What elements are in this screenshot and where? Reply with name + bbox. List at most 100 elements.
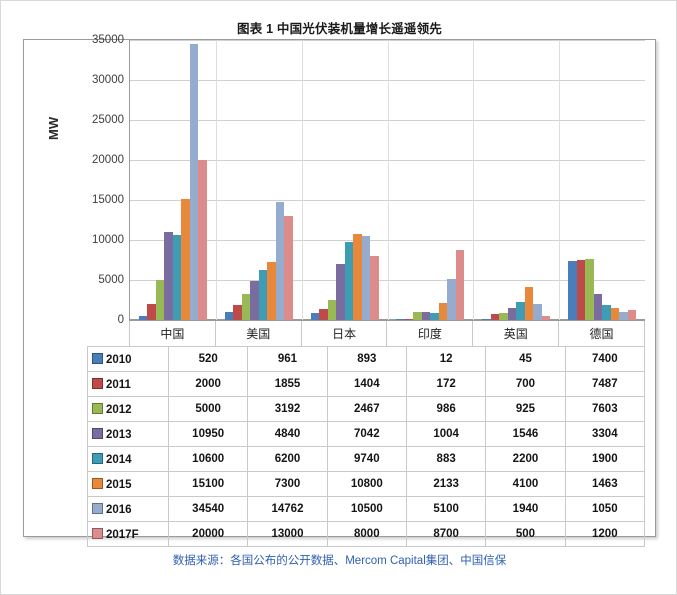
- table-cell: 500: [485, 521, 566, 547]
- plot-canvas: [129, 40, 645, 320]
- y-tick-label: 30000: [92, 74, 124, 86]
- bar-group: [473, 40, 559, 320]
- table-cell: 13000: [247, 521, 328, 547]
- data-table: 2010 520 961 893 12 45 7400 2011 2000 1855 1404 172…: [87, 346, 646, 547]
- bar: [430, 312, 439, 320]
- table-cell: 4840: [247, 421, 328, 447]
- bar-group: [302, 40, 388, 320]
- category-separator: [387, 40, 389, 320]
- legend-swatch-icon: [92, 452, 103, 464]
- legend-series-label: 2011: [106, 378, 131, 391]
- plot-area: MW 35000 30000 25000 20000 15000 10000 5000 0: [24, 34, 655, 326]
- bar: [172, 235, 182, 320]
- bar: [284, 216, 293, 320]
- bar: [164, 232, 173, 320]
- bar: [507, 307, 517, 320]
- table-cell: 3304: [564, 421, 646, 447]
- bar: [585, 259, 594, 320]
- bar: [482, 319, 491, 320]
- table-cell: 15100: [167, 471, 249, 497]
- y-tick-label: 5000: [98, 274, 124, 286]
- table-row: 2014 10600 6200 9740 883 2200 1900: [87, 446, 646, 472]
- bar: [541, 316, 551, 320]
- bar: [438, 302, 448, 320]
- table-cell: 1463: [564, 471, 646, 497]
- legend-swatch-icon: [92, 352, 103, 364]
- bar: [396, 319, 405, 320]
- table-cell: 4100: [485, 471, 566, 497]
- table-cell: 12: [405, 346, 487, 372]
- table-cell: 2467: [326, 396, 407, 422]
- bar: [319, 308, 328, 320]
- bar: [224, 312, 234, 320]
- legend-entry: 2015: [87, 471, 169, 497]
- table-cell: 5100: [405, 496, 487, 522]
- bar: [576, 260, 586, 320]
- y-axis-ticks: 35000 30000 25000 20000 15000 10000 5000 0: [50, 34, 124, 326]
- table-cell: 10800: [326, 471, 407, 497]
- legend-swatch-icon: [92, 502, 103, 514]
- table-cell: 1546: [485, 421, 566, 447]
- bar: [602, 304, 611, 320]
- legend-swatch-icon: [92, 377, 103, 389]
- legend-entry: 2016: [87, 496, 169, 522]
- table-cell: 1004: [405, 421, 487, 447]
- legend-series-label: 2013: [106, 428, 132, 441]
- table-cell: 1050: [564, 496, 646, 522]
- table-cell: 3192: [247, 396, 328, 422]
- table-cell: 893: [326, 346, 407, 372]
- y-tick-label: 15000: [92, 194, 124, 206]
- legend-swatch-icon: [92, 427, 103, 439]
- table-row: 2016 34540 14762 10500 5100 1940 1050: [87, 496, 646, 522]
- y-tick-label: 0: [117, 314, 124, 326]
- table-cell: 883: [405, 446, 487, 472]
- table-cell: 1940: [485, 496, 566, 522]
- legend-entry: 2014: [87, 446, 169, 472]
- source-note: 数据来源：各国公布的公开数据、Mercom Capital集团、中国信保: [172, 555, 507, 567]
- bar-series-container: [130, 40, 645, 320]
- bar: [155, 280, 165, 320]
- x-axis-category-label: 印度: [387, 321, 474, 346]
- bar: [610, 308, 620, 320]
- table-cell: 7042: [326, 421, 407, 447]
- table-cell: 2200: [485, 446, 566, 472]
- table-cell: 10600: [167, 446, 249, 472]
- table-row: 2011 2000 1855 1404 172 700 7487: [87, 371, 646, 397]
- legend-swatch-icon: [92, 402, 103, 414]
- bar: [138, 315, 148, 320]
- y-tick-label: 10000: [92, 234, 124, 246]
- legend-series-label: 2014: [106, 453, 132, 466]
- table-cell: 10500: [326, 496, 407, 522]
- x-axis-category-label: 中国: [129, 321, 216, 346]
- table-cell: 1404: [326, 371, 407, 397]
- legend-series-label: 2015: [106, 478, 132, 491]
- legend-entry: 2011: [87, 371, 169, 397]
- data-table-body: 2010 520 961 893 12 45 7400 2011 2000 1855 1404 172…: [87, 346, 646, 547]
- legend-entry: 2012: [87, 396, 169, 422]
- table-cell: 520: [167, 346, 249, 372]
- table-cell: 7300: [247, 471, 328, 497]
- bar-group: [130, 40, 216, 320]
- bar: [490, 314, 500, 320]
- table-cell: 20000: [167, 521, 249, 547]
- bar: [275, 201, 285, 320]
- x-axis-category-label: 日本: [302, 321, 388, 346]
- bar: [499, 312, 508, 320]
- table-cell: 5000: [167, 396, 249, 422]
- bar: [258, 270, 268, 320]
- bar-group: [387, 40, 473, 320]
- x-axis-category-label: 英国: [473, 321, 560, 346]
- y-tick-label: 20000: [92, 154, 124, 166]
- table-cell: 10950: [167, 421, 249, 447]
- bar: [413, 312, 422, 320]
- legend-swatch-icon: [92, 477, 103, 489]
- y-tick-label: 35000: [92, 34, 124, 46]
- bar: [455, 250, 465, 320]
- bar: [619, 311, 628, 320]
- table-cell: 7400: [564, 346, 646, 372]
- y-tick-label: 25000: [92, 114, 124, 126]
- bar: [233, 305, 242, 320]
- table-row: 2015 15100 7300 10800 2133 4100 1463: [87, 471, 646, 497]
- x-axis-category-label: 德国: [559, 321, 645, 346]
- table-cell: 9740: [326, 446, 407, 472]
